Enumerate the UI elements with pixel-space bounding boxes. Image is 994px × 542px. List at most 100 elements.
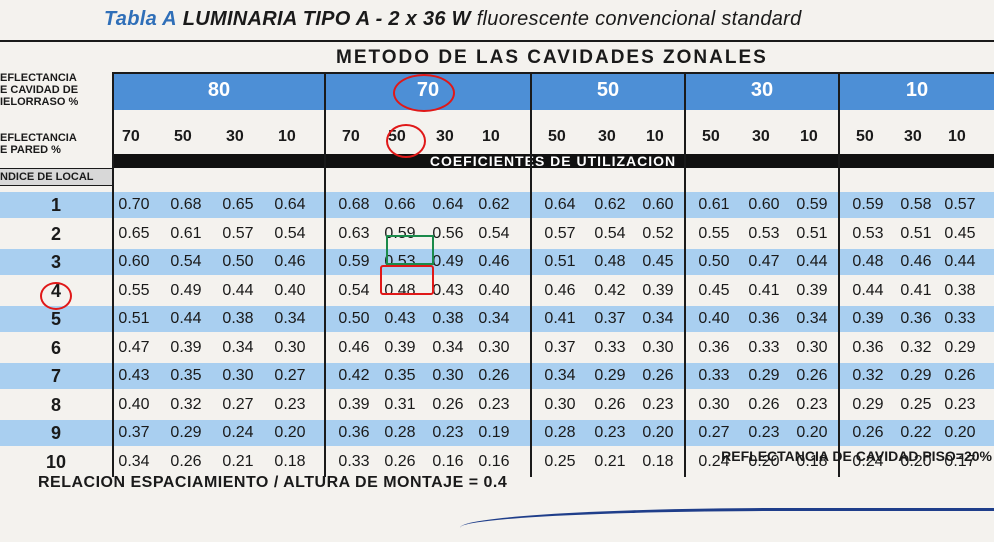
coefficient-cell: 0.28 <box>384 424 416 441</box>
coefficient-cell: 0.40 <box>478 281 510 299</box>
circle-mark-index-4 <box>40 282 72 310</box>
coefficient-cell: 0.38 <box>944 281 976 299</box>
coefficient-cell: 0.39 <box>338 395 370 413</box>
coefficient-cell: 0.65 <box>118 224 150 242</box>
wall-reflectance-label: EFLECTANCIA E PARED % <box>0 132 77 156</box>
coefficient-cell: 0.18 <box>274 452 306 470</box>
coefficient-cell: 0.52 <box>642 224 674 242</box>
coefficient-cell: 0.44 <box>170 310 202 327</box>
coefficient-cell: 0.27 <box>274 367 306 384</box>
column-divider <box>530 72 532 477</box>
coefficient-cell: 0.44 <box>852 281 884 299</box>
coefficient-cell: 0.39 <box>642 281 674 299</box>
coefficient-cell: 0.59 <box>338 253 370 270</box>
coefficient-cell: 0.51 <box>118 310 150 327</box>
coefficient-cell: 0.29 <box>594 367 626 384</box>
box-mark-0-48 <box>380 265 434 295</box>
coefficient-cell: 0.51 <box>796 224 828 242</box>
ceiling-group-3: 30 <box>684 72 838 108</box>
coefficient-cell: 0.18 <box>796 452 828 470</box>
coefficient-cell: 0.60 <box>118 253 150 270</box>
coefficient-cell: 0.61 <box>698 196 730 213</box>
coefficient-cell: 0.23 <box>478 395 510 413</box>
coefficient-cell: 0.45 <box>944 224 976 242</box>
coefficient-cell: 0.36 <box>698 338 730 356</box>
coefficient-cell: 0.46 <box>544 281 576 299</box>
room-index-label: 9 <box>0 420 112 446</box>
coefficient-cell: 0.16 <box>432 452 464 470</box>
coefficient-cell: 0.33 <box>338 452 370 470</box>
column-divider <box>112 72 114 477</box>
table-row <box>112 420 994 446</box>
coefficient-cell: 0.51 <box>544 253 576 270</box>
coefficient-cell: 0.32 <box>170 395 202 413</box>
coefficient-cell: 0.57 <box>222 224 254 242</box>
circle-mark-wall-50 <box>386 124 426 158</box>
coefficients-bar: COEFICIENTES DE UTILIZACION <box>112 154 994 168</box>
coefficient-cell: 0.24 <box>698 452 730 470</box>
coefficient-cell: 0.25 <box>900 395 932 413</box>
coefficient-cell: 0.26 <box>384 452 416 470</box>
coefficient-cell: 0.68 <box>170 196 202 213</box>
ceiling-group-4: 10 <box>838 72 994 108</box>
coefficient-cell: 0.26 <box>432 395 464 413</box>
coefficient-cell: 0.16 <box>478 452 510 470</box>
coefficient-cell: 0.38 <box>432 310 464 327</box>
coefficient-cell: 0.56 <box>432 224 464 242</box>
coefficient-cell: 0.23 <box>748 424 780 441</box>
spacing-ratio-note: RELACION ESPACIAMIENTO / ALTURA DE MONTA… <box>38 474 508 491</box>
coefficient-cell: 0.48 <box>594 253 626 270</box>
coefficient-cell: 0.48 <box>852 253 884 270</box>
coefficient-cell: 0.34 <box>274 310 306 327</box>
coefficient-cell: 0.25 <box>544 452 576 470</box>
coefficient-cell: 0.23 <box>944 395 976 413</box>
coefficient-cell: 0.30 <box>642 338 674 356</box>
coefficient-cell: 0.39 <box>170 338 202 356</box>
coefficient-cell: 0.24 <box>222 424 254 441</box>
coefficient-cell: 0.44 <box>222 281 254 299</box>
coefficient-cell: 0.34 <box>642 310 674 327</box>
coefficient-cell: 0.30 <box>478 338 510 356</box>
ceiling-label-line: E CAVIDAD DE <box>0 84 79 96</box>
coefficient-cell: 0.49 <box>170 281 202 299</box>
coefficient-cell: 0.70 <box>118 196 150 213</box>
coefficient-cell: 0.50 <box>338 310 370 327</box>
coefficient-cell: 0.47 <box>118 338 150 356</box>
title-main: LUMINARIA TIPO A - 2 x 36 W <box>182 8 471 30</box>
wall-value: 50 <box>702 128 720 145</box>
coefficient-cell: 0.17 <box>944 452 976 470</box>
coefficient-cell: 0.42 <box>338 367 370 384</box>
wall-value: 30 <box>436 128 454 145</box>
room-index-label: 8 <box>50 394 61 415</box>
coefficient-cell: 0.26 <box>796 367 828 384</box>
coefficient-cell: 0.54 <box>594 224 626 242</box>
coefficient-cell: 0.55 <box>118 281 150 299</box>
coefficient-cell: 0.34 <box>222 338 254 356</box>
coefficient-cell: 0.34 <box>432 338 464 356</box>
table-row <box>112 306 994 332</box>
coefficient-cell: 0.41 <box>748 281 780 299</box>
wall-value: 30 <box>226 128 244 145</box>
wall-value: 10 <box>948 128 966 145</box>
table-title: Tabla A LUMINARIA TIPO A - 2 x 36 W fluo… <box>104 8 802 31</box>
room-index-label: 7 <box>0 363 112 389</box>
coefficient-cell: 0.40 <box>118 395 150 413</box>
coefficient-cell: 0.29 <box>944 338 976 356</box>
coefficient-cell: 0.51 <box>900 224 932 242</box>
coefficient-cell: 0.41 <box>544 310 576 327</box>
coefficient-cell: 0.23 <box>432 424 464 441</box>
wall-value: 70 <box>122 128 140 145</box>
coefficient-cell: 0.26 <box>944 367 976 384</box>
coefficient-cell: 0.50 <box>222 253 254 270</box>
coefficient-cell: 0.54 <box>338 281 370 299</box>
coefficient-cell: 0.34 <box>796 310 828 327</box>
coefficient-cell: 0.59 <box>796 196 828 213</box>
coefficient-cell: 0.21 <box>222 452 254 470</box>
coefficient-cell: 0.32 <box>900 338 932 356</box>
coefficient-cell: 0.36 <box>852 338 884 356</box>
coefficient-cell: 0.55 <box>698 224 730 242</box>
ceiling-group-2: 50 <box>530 72 684 108</box>
column-divider <box>684 72 686 477</box>
coefficient-cell: 0.32 <box>852 367 884 384</box>
floor-reflectance-note: REFLECTANCIA DE CAVIDAD PISO=20% <box>721 448 992 464</box>
